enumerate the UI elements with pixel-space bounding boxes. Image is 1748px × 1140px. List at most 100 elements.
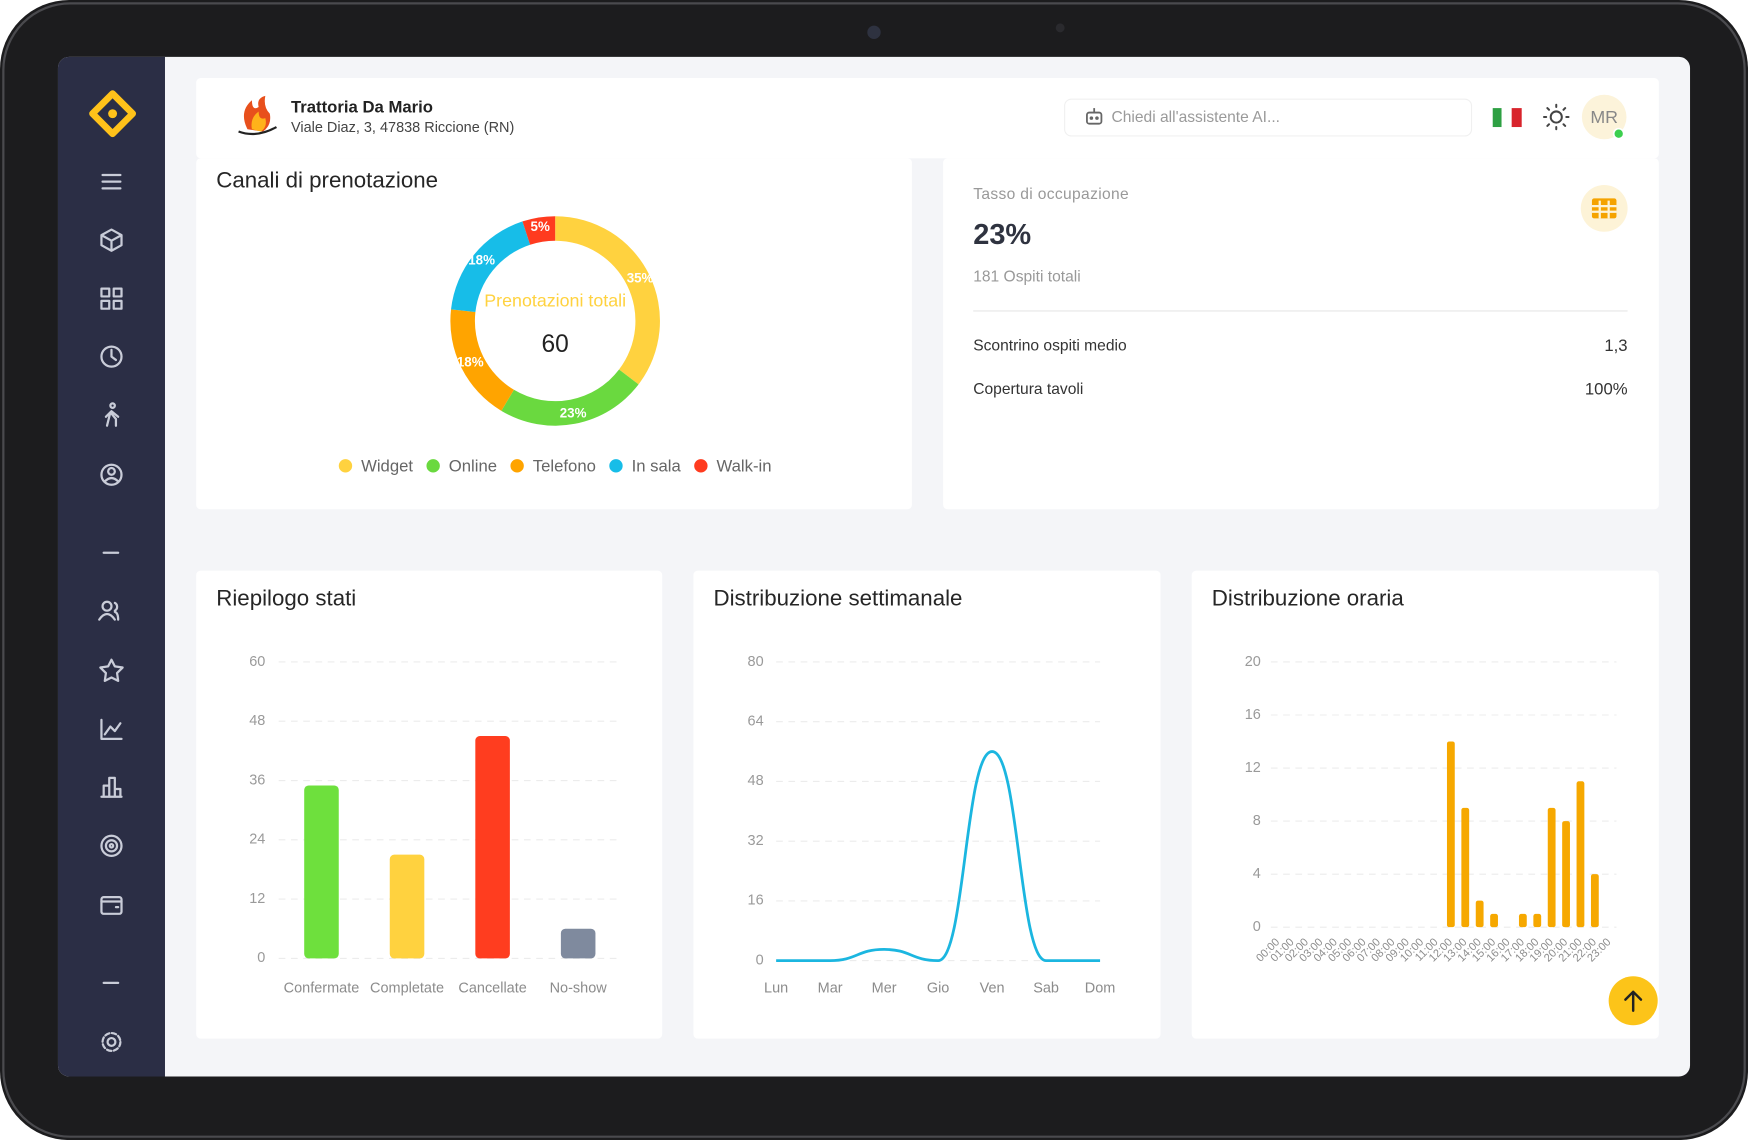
y-tick-label: 20 <box>1245 654 1261 670</box>
x-tick-label: Dom <box>1085 980 1116 996</box>
booking-channels-card <box>196 158 912 510</box>
x-tick-label: Sab <box>1033 980 1059 996</box>
online-dot <box>1612 127 1625 140</box>
y-tick-label: 0 <box>257 950 265 966</box>
y-tick-label: 12 <box>249 891 265 907</box>
bar <box>1590 874 1599 928</box>
x-tick-label: Mar <box>818 980 843 996</box>
table-icon <box>1591 198 1617 219</box>
legend-marker <box>694 459 708 473</box>
bar <box>1461 807 1470 928</box>
y-tick-label: 32 <box>748 833 764 849</box>
center-value: 60 <box>542 331 569 358</box>
pie-slice <box>450 309 514 411</box>
card-title: Riepilogo stati <box>216 585 356 610</box>
arrow-up[interactable] <box>1624 990 1643 1012</box>
bar <box>1490 913 1498 928</box>
y-tick-label: 48 <box>249 713 265 729</box>
header-bar <box>196 78 1659 159</box>
avatar[interactable] <box>1581 94 1627 140</box>
y-tick-label: 0 <box>1253 919 1261 935</box>
bar <box>560 928 596 959</box>
slice-label: 18% <box>457 355 484 370</box>
y-tick-label: 4 <box>1253 866 1261 882</box>
legend-label: Telefono <box>533 456 596 475</box>
legend-marker <box>510 459 524 473</box>
y-tick-label: 64 <box>748 714 764 730</box>
bar <box>1533 913 1542 928</box>
card-title: Canali di prenotazione <box>216 168 438 193</box>
metric-value: 1,3 <box>1604 336 1627 355</box>
status-card <box>196 570 663 1039</box>
x-tick-label: No-show <box>550 980 608 996</box>
y-tick-label: 16 <box>748 893 764 909</box>
bar <box>1576 781 1585 928</box>
occupancy-card <box>943 158 1659 510</box>
ai-search[interactable] <box>1064 98 1473 137</box>
card-title: Distribuzione settimanale <box>713 585 962 610</box>
robot-icon <box>1086 108 1103 125</box>
y-tick-label: 8 <box>1253 813 1261 829</box>
slice-label: 5% <box>531 219 550 234</box>
sidebar-logo <box>89 90 137 138</box>
occupancy-label: Tasso di occupazione <box>973 186 1129 203</box>
bar <box>475 736 510 959</box>
guests-total: 181 Ospiti totali <box>973 269 1081 286</box>
y-tick-label: 48 <box>748 773 764 789</box>
line <box>776 750 1101 963</box>
x-tick-label: Cancellate <box>458 980 526 996</box>
occupancy-value: 23% <box>973 219 1031 251</box>
y-tick-label: 24 <box>249 832 265 848</box>
metric-value: 100% <box>1585 379 1628 398</box>
metric-label: Scontrino ospiti medio <box>973 338 1127 355</box>
slice-label: 35% <box>627 270 654 285</box>
restaurant-name: Trattoria Da Mario <box>291 98 433 117</box>
bar <box>1547 807 1556 928</box>
pie-slice <box>555 216 660 385</box>
legend-label: Walk-in <box>716 456 771 475</box>
weekly-card <box>693 570 1161 1039</box>
y-tick-label: 80 <box>748 654 764 670</box>
theme-toggle[interactable] <box>1542 103 1570 131</box>
restaurant-logo <box>238 95 278 136</box>
x-tick-label: Confermate <box>284 980 360 996</box>
bar <box>1475 900 1484 928</box>
bar <box>1446 741 1455 928</box>
slice-label: 23% <box>560 405 587 420</box>
slice-label: 18% <box>468 253 495 268</box>
bar <box>1518 913 1527 928</box>
x-tick-label: Completate <box>370 980 444 996</box>
card-title: Distribuzione oraria <box>1212 585 1405 610</box>
x-tick-label: Lun <box>764 980 788 996</box>
y-tick-label: 12 <box>1245 760 1261 776</box>
restaurant-address: Viale Diaz, 3, 47838 Riccione (RN) <box>291 120 514 136</box>
occupancy-rows: Scontrino ospiti medio 1,3 Copertura tavol… <box>973 336 1628 398</box>
legend-label: Online <box>449 456 497 475</box>
x-tick-label: Gio <box>927 980 950 996</box>
bar <box>389 854 425 959</box>
ai-search-placeholder[interactable]: Chiedi all'assistente AI... <box>1111 109 1280 126</box>
legend-label: In sala <box>632 456 682 475</box>
sidebar-icons[interactable] <box>98 173 124 1052</box>
y-tick-label: 16 <box>1245 707 1261 723</box>
x-tick-label: Ven <box>980 980 1005 996</box>
y-tick-label: 60 <box>249 654 265 670</box>
table-icon-grid <box>1591 200 1617 219</box>
y-tick-label: 36 <box>249 772 265 788</box>
sidebar <box>57 56 165 1077</box>
sensor <box>1055 23 1065 33</box>
legend-marker <box>609 459 623 473</box>
bar <box>304 785 339 959</box>
language-flag[interactable] <box>1492 108 1522 128</box>
center-label: Prenotazioni totali <box>484 291 626 311</box>
camera <box>867 25 881 40</box>
y-tick-label: 0 <box>756 952 764 968</box>
x-tick-label: Mer <box>872 980 897 996</box>
legend-marker <box>338 459 353 473</box>
avatar-initials[interactable]: MR <box>1590 107 1618 127</box>
pie-slice <box>451 221 531 313</box>
pie-slice <box>501 369 639 426</box>
